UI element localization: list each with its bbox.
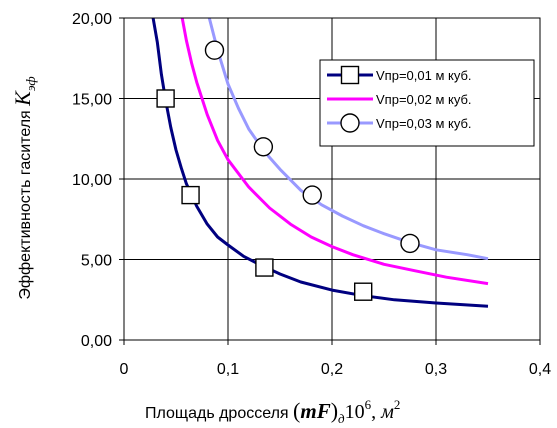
x-label-sub: д bbox=[338, 411, 345, 426]
y-tick-label: 0,00 bbox=[81, 333, 112, 350]
x-label-exp: 6 bbox=[365, 397, 372, 412]
circle-marker bbox=[400, 233, 420, 254]
legend-square-marker bbox=[340, 65, 360, 85]
x-tick-label: 0,1 bbox=[217, 361, 239, 378]
x-label-paren-close: ) bbox=[331, 398, 338, 423]
y-tick-label: 20,00 bbox=[72, 11, 112, 28]
y-axis-label: Эффективность гасителя Kэф bbox=[10, 76, 38, 299]
x-label-ten: 10 bbox=[345, 401, 365, 423]
series-line bbox=[180, 18, 489, 286]
legend-label: Vпр=0,03 м куб. bbox=[376, 116, 472, 131]
x-tick-label: 0 bbox=[120, 361, 129, 378]
y-tick-label: 15,00 bbox=[72, 92, 112, 109]
series-1 bbox=[151, 18, 489, 308]
legend-label: Vпр=0,01 м куб. bbox=[376, 68, 472, 83]
circle-marker bbox=[253, 137, 274, 157]
x-label-paren-open: ( bbox=[293, 398, 300, 423]
circle-marker bbox=[204, 40, 225, 60]
x-label-mf: mF bbox=[300, 399, 330, 423]
series-layer bbox=[151, 18, 489, 308]
series-2 bbox=[180, 18, 489, 286]
square-marker bbox=[255, 258, 274, 277]
axis-labels: Площадь дросселя (mF)д106, м2 Эффективнос… bbox=[10, 76, 400, 426]
legend-circle-marker bbox=[340, 113, 360, 133]
legend-label: Vпр=0,02 м куб. bbox=[376, 92, 472, 107]
x-label-prefix: Площадь дросселя bbox=[145, 405, 293, 422]
series-line bbox=[151, 18, 489, 308]
x-tick-label: 0,2 bbox=[321, 361, 343, 378]
axes: 0 0,1 0,2 0,3 0,4 0,00 5,00 10,00 15,00 20,00 bbox=[72, 11, 551, 378]
y-label-symbol-sub: эф bbox=[23, 76, 38, 91]
square-marker bbox=[156, 89, 175, 108]
x-label-unit-exp: 2 bbox=[394, 397, 401, 412]
y-tick-label: 10,00 bbox=[72, 172, 112, 189]
legend: Vпр=0,01 м куб. Vпр=0,02 м куб. Vпр=0,03 м… bbox=[319, 59, 535, 147]
y-label-symbol: K bbox=[10, 90, 35, 107]
y-axis-label-group: Эффективность гасителя Kэф bbox=[10, 76, 38, 299]
square-marker bbox=[181, 185, 200, 205]
x-axis-label: Площадь дросселя (mF)д106, м2 bbox=[145, 397, 400, 426]
y-label-prefix: Эффективность гасителя bbox=[17, 106, 34, 300]
x-label-sep: , bbox=[371, 401, 381, 423]
y-tick-label: 5,00 bbox=[81, 253, 112, 270]
x-tick-label: 0,4 bbox=[529, 361, 551, 378]
circle-marker bbox=[302, 185, 322, 205]
square-marker bbox=[354, 282, 373, 301]
x-label-unit: м bbox=[380, 401, 394, 423]
x-tick-label: 0,3 bbox=[425, 361, 447, 378]
